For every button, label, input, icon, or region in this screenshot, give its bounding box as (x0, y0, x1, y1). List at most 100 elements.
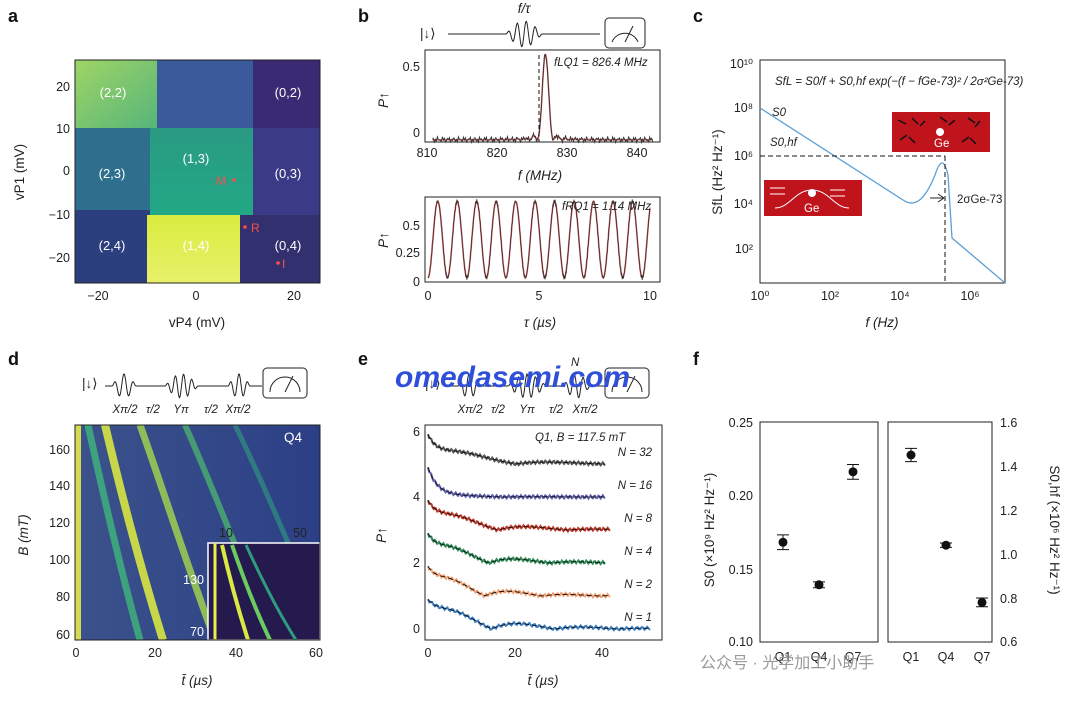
f-right-point-2 (977, 597, 987, 607)
f-ytick-right-3: 1.0 (1000, 548, 1017, 562)
c-ytick-0: 10¹⁰ (730, 57, 753, 71)
c-ge-atom-icon (936, 128, 944, 136)
c-ge-label-top: Ge (934, 138, 949, 150)
panel-d: d |↓⟩ Xπ/2 τ/2 Yπ τ/2 Xπ/2 Q4 10 50 130 (8, 349, 323, 688)
e-xlabel: t̄ (µs) (527, 673, 558, 688)
c-transition-inset (764, 180, 862, 216)
e-ytick-1: 4 (413, 490, 420, 504)
b-spin-state: |↓⟩ (420, 26, 436, 41)
c-formula: SfL = S0/f + S0,hf exp(−(f − fGe-73)² / … (775, 76, 1024, 88)
d-pulse-sequence (105, 373, 262, 399)
b-top-xtick-3: 840 (627, 146, 648, 160)
f-ytick-left-1: 0.20 (729, 489, 753, 503)
c-transition-levels-icon (770, 187, 850, 209)
e-traces: N = 32 N = 16 N = 8 N = 4 N = 2 N = 1 (427, 434, 653, 632)
b-bottom-xlabel: τ (µs) (524, 315, 556, 330)
point-m-marker (232, 178, 236, 182)
region-2-2 (75, 60, 157, 128)
d-pulse-label-1: τ/2 (146, 404, 160, 416)
b-pulse-label: f/τ (518, 1, 532, 16)
b-bottom-xtick-0: 0 (425, 289, 432, 303)
f-ytick-right-4: 0.8 (1000, 592, 1017, 606)
d-ytick-2: 120 (49, 516, 70, 530)
point-i-label: I (282, 257, 285, 271)
f-ytick-right-2: 1.2 (1000, 504, 1017, 518)
d-fringe-1 (84, 425, 144, 640)
e-trace-fit-3 (427, 533, 606, 564)
e-trace-fit-4 (427, 566, 610, 597)
e-ytick-2: 2 (413, 556, 420, 570)
d-pulse-label-0: Xπ/2 (112, 404, 139, 416)
c-ytick-4: 10² (735, 242, 753, 256)
d-xtick-0: 0 (73, 646, 80, 660)
d-inset-fringe-1 (220, 544, 250, 640)
c-axes (759, 59, 1006, 284)
e-xtick-1: 20 (508, 646, 522, 660)
watermark-wechat: 公众号 · 光学加工小助手 (700, 654, 874, 672)
e-trace-fit-5 (427, 598, 650, 630)
panel-d-label: d (8, 349, 19, 369)
e-trace-label-0: N = 32 (618, 447, 653, 459)
d-pulse-label-4: Xπ/2 (225, 404, 252, 416)
f-right-point-1 (941, 540, 951, 550)
f-left-axes (759, 421, 879, 643)
b-bottom-ytick-0: 0.5 (403, 219, 420, 233)
b-top-ylabel: P↑ (376, 92, 391, 108)
c-ytick-3: 10⁴ (734, 197, 753, 211)
e-ytick-0: 6 (413, 425, 420, 439)
c-spectrum-line (759, 107, 1006, 284)
region-label-2-4: (2,4) (99, 238, 126, 253)
e-pulse-label-0: Xπ/2 (457, 404, 484, 416)
d-pulse-label-3: τ/2 (204, 404, 218, 416)
d-ytick-4: 80 (56, 590, 70, 604)
a-xtick-2: 20 (287, 289, 301, 303)
f-xtick-right-1: Q4 (938, 650, 955, 664)
d-meter-needle-icon (269, 375, 301, 393)
region-label-0-2: (0,2) (275, 85, 302, 100)
region-1-3 (150, 128, 253, 215)
panel-e: e |↓⟩ N Xπ/2 τ/2 Yπ τ/2 Xπ/2 Q1, B = 117… (358, 349, 663, 688)
d-xtick-1: 20 (148, 646, 162, 660)
f-ytick-left-0: 0.25 (729, 416, 753, 430)
b-top-xtick-2: 830 (557, 146, 578, 160)
e-trace-fit-0 (427, 434, 605, 465)
a-ytick-0: 20 (56, 80, 70, 94)
f-xtick-left-2: Q7 (845, 650, 862, 664)
region-1-4 (147, 215, 240, 283)
e-pulse-label-3: τ/2 (549, 404, 563, 416)
region-0-2 (253, 60, 320, 128)
f-ylabel-left: S0 (×10⁹ Hz² Hz⁻¹) (702, 473, 717, 588)
f-ytick-right-5: 0.6 (1000, 635, 1017, 649)
c-ytick-1: 10⁸ (734, 101, 753, 115)
b-top-axes (424, 49, 661, 143)
region-2-3 (75, 128, 150, 210)
b-bottom-xtick-1: 5 (536, 289, 543, 303)
region-label-1-4: (1,4) (183, 238, 210, 253)
panel-b-label: b (358, 6, 369, 26)
c-xtick-3: 10⁶ (960, 289, 979, 303)
d-ylabel: B (mT) (16, 514, 31, 555)
f-xtick-right-0: Q1 (903, 650, 920, 664)
f-ytick-right-0: 1.6 (1000, 416, 1017, 430)
region-label-2-3: (2,3) (99, 166, 126, 181)
d-inset-ytick-1: 70 (190, 625, 204, 639)
d-inset-fringe-3 (244, 544, 298, 640)
a-ylabel: vP1 (mV) (12, 144, 27, 200)
c-sigma-arrow (930, 193, 945, 203)
e-xtick-0: 0 (425, 646, 432, 660)
b-bottom-data-line (427, 199, 651, 280)
f-ytick-left-3: 0.10 (729, 635, 753, 649)
d-ytick-1: 140 (49, 479, 70, 493)
d-ytick-5: 60 (56, 628, 70, 642)
f-xtick-right-2: Q7 (974, 650, 991, 664)
region-label-2-2: (2,2) (100, 85, 127, 100)
f-ytick-left-2: 0.15 (729, 563, 753, 577)
e-trace-label-4: N = 2 (624, 579, 652, 591)
e-trace-data-3 (427, 532, 606, 566)
b-top-xtick-1: 820 (487, 146, 508, 160)
d-spin-state: |↓⟩ (82, 376, 98, 391)
b-bottom-ytick-1: 0.25 (396, 246, 420, 260)
c-s0-label: S0 (772, 107, 787, 119)
f-right-point-0 (906, 450, 916, 460)
region-0-4 (240, 215, 320, 283)
